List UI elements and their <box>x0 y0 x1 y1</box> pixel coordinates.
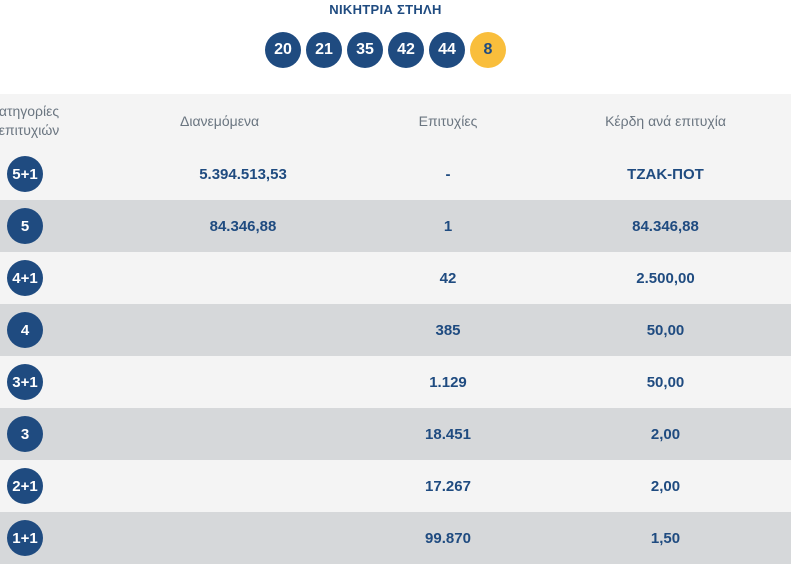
winning-number-ball: 42 <box>388 32 424 68</box>
prize-cell: 1,50 <box>650 529 681 547</box>
category-cell: 3+1 <box>0 356 60 408</box>
winning-number-ball: 44 <box>429 32 465 68</box>
pool-cell: 5.394.513,53 <box>199 165 287 183</box>
category-badge: 5 <box>7 208 43 244</box>
prize-cell: 50,00 <box>646 373 685 391</box>
category-badge: 3 <box>7 416 43 452</box>
header-pool: Διανεμόμενα <box>180 113 260 129</box>
table-row: 2+1 17.267 2,00 <box>0 460 791 512</box>
category-badge: 5+1 <box>7 156 43 192</box>
pool-cell: 84.346,88 <box>209 217 277 235</box>
table-row: 4+1 42 2.500,00 <box>0 252 791 304</box>
table-row: 5+1 5.394.513,53 - ΤΖΑΚ-ΠΟΤ <box>0 148 791 200</box>
header-category-line2: επιτυχιών <box>0 122 60 138</box>
category-badge: 1+1 <box>7 520 43 556</box>
category-badge: 2+1 <box>7 468 43 504</box>
winners-cell: - <box>445 165 451 183</box>
winners-cell: 99.870 <box>425 529 471 547</box>
winning-number-ball: 21 <box>306 32 342 68</box>
table-header: ατηγορίες επιτυχιών Διανεμόμενα Επιτυχίε… <box>0 94 791 148</box>
category-badge: 4 <box>7 312 43 348</box>
header-prize: Κέρδη ανά επιτυχία <box>605 113 726 129</box>
bonus-number-ball: 8 <box>470 32 506 68</box>
prize-table: ατηγορίες επιτυχιών Διανεμόμενα Επιτυχίε… <box>0 94 791 564</box>
winners-cell: 1 <box>443 217 453 235</box>
category-cell: 2+1 <box>0 460 60 512</box>
header-winners: Επιτυχίες <box>418 113 478 129</box>
winning-column-title: ΝΙΚΗΤΡΙΑ ΣΤΗΛΗ <box>329 2 442 17</box>
prize-cell: 50,00 <box>646 321 685 339</box>
winners-cell: 385 <box>435 321 461 339</box>
prize-cell: 2,00 <box>650 477 681 495</box>
winners-cell: 42 <box>439 269 457 287</box>
header-category-line1: ατηγορίες <box>0 103 60 119</box>
prize-cell: 2,00 <box>650 425 681 443</box>
table-row: 5 84.346,88 1 84.346,88 <box>0 200 791 252</box>
category-badge: 4+1 <box>7 260 43 296</box>
winning-numbers: 20 21 35 42 44 8 <box>0 32 771 68</box>
winners-cell: 1.129 <box>429 373 467 391</box>
prize-cell: 84.346,88 <box>632 217 699 235</box>
table-body: 5+1 5.394.513,53 - ΤΖΑΚ-ΠΟΤ 5 84.346,88 1 84.34… <box>0 148 791 564</box>
category-cell: 3 <box>0 408 60 460</box>
category-cell: 4+1 <box>0 252 60 304</box>
winning-number-ball: 20 <box>265 32 301 68</box>
category-cell: 5 <box>0 200 60 252</box>
category-cell: 4 <box>0 304 60 356</box>
table-row: 4 385 50,00 <box>0 304 791 356</box>
prize-cell: 2.500,00 <box>636 269 695 287</box>
table-row: 3 18.451 2,00 <box>0 408 791 460</box>
prize-cell: ΤΖΑΚ-ΠΟΤ <box>627 165 704 183</box>
table-row: 1+1 99.870 1,50 <box>0 512 791 564</box>
header-category: ατηγορίες επιτυχιών <box>0 94 60 148</box>
winners-cell: 17.267 <box>425 477 471 495</box>
winners-cell: 18.451 <box>425 425 471 443</box>
category-cell: 1+1 <box>0 512 60 564</box>
table-row: 3+1 1.129 50,00 <box>0 356 791 408</box>
category-cell: 5+1 <box>0 148 60 200</box>
category-badge: 3+1 <box>7 364 43 400</box>
winning-number-ball: 35 <box>347 32 383 68</box>
